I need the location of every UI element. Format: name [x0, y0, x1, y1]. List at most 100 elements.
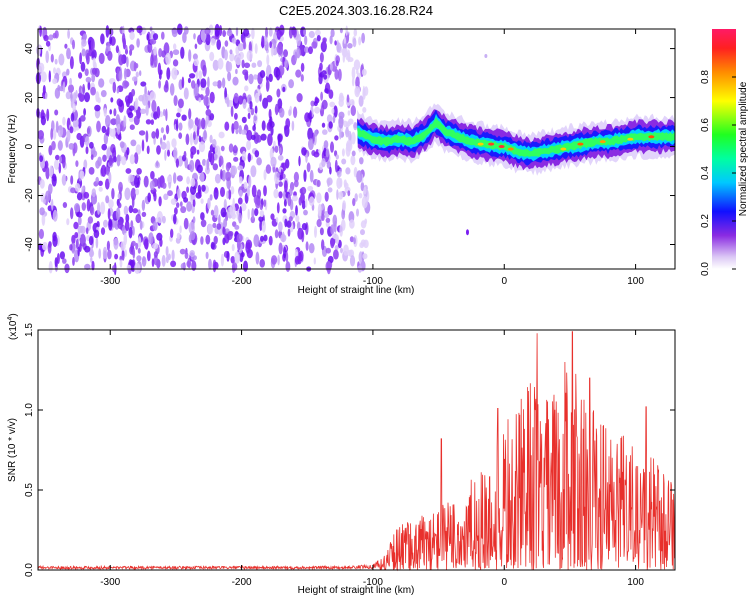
noise-blob [152, 242, 159, 250]
noise-blob [38, 228, 45, 240]
noise-blob [192, 53, 198, 60]
noise-blob [81, 202, 87, 211]
noise-blob [356, 170, 363, 183]
noise-blob [281, 231, 285, 243]
noise-blob [279, 107, 285, 118]
noise-blob [276, 88, 281, 98]
noise-blob [141, 211, 147, 217]
spectrogram-plot-frame [37, 28, 676, 270]
noise-blob [173, 213, 177, 225]
noise-blob [334, 159, 338, 173]
noise-blob [247, 208, 250, 220]
noise-blob [362, 107, 367, 113]
noise-blob [82, 33, 87, 41]
noise-blob [316, 192, 322, 204]
noise-blob [40, 71, 47, 83]
noise-blob [210, 241, 215, 250]
noise-blob [280, 168, 284, 178]
noise-blob [153, 46, 158, 56]
noise-blob [128, 105, 135, 111]
noise-blob [107, 208, 111, 220]
signal-band-green [357, 117, 675, 158]
noise-blob [167, 149, 170, 157]
noise-blob [178, 122, 183, 131]
noise-blob [72, 92, 77, 103]
noise-blob [303, 209, 308, 216]
noise-blob [314, 225, 317, 238]
noise-blob [124, 95, 131, 104]
noise-blob [155, 128, 160, 140]
noise-blob [227, 71, 232, 82]
noise-blob [342, 200, 347, 211]
noise-blob [200, 78, 207, 88]
noise-blob [132, 208, 139, 214]
noise-blob [364, 86, 369, 96]
noise-blob [324, 88, 329, 94]
signal-hotspot [599, 140, 606, 144]
noise-blob [91, 73, 96, 83]
noise-blob [213, 205, 219, 218]
noise-blob [283, 199, 287, 207]
noise-blob [193, 131, 196, 141]
noise-blob [160, 69, 163, 75]
noise-blob [240, 203, 247, 212]
noise-blob [136, 168, 142, 175]
noise-blob [360, 220, 367, 229]
noise-blob [259, 210, 265, 218]
noise-blob [308, 243, 315, 254]
noise-blob [279, 24, 285, 36]
noise-blob [131, 88, 136, 97]
noise-blob [308, 30, 315, 39]
noise-blob [183, 197, 189, 203]
spectrogram-x-tick-label: -200 [232, 276, 252, 287]
noise-blob [301, 147, 307, 156]
noise-blob [330, 224, 335, 236]
noise-blob [129, 44, 135, 51]
noise-blob [358, 193, 363, 199]
noise-blob [296, 33, 302, 47]
noise-blob [108, 154, 113, 167]
noise-blob [246, 129, 253, 141]
noise-blob [271, 255, 278, 265]
noise-blob [70, 207, 74, 220]
noise-blob [70, 175, 74, 185]
noise-blob [57, 84, 61, 92]
noise-blob [338, 191, 344, 200]
spectrogram-y-axis-label: Frequency (Hz) [7, 115, 18, 184]
noise-blob [245, 239, 253, 250]
noise-blob [51, 198, 54, 211]
noise-blob [230, 255, 236, 264]
noise-blob [152, 191, 156, 198]
noise-blob [212, 138, 217, 148]
noise-blob [325, 247, 331, 254]
noise-blob [356, 208, 359, 217]
signal-hotspot [648, 135, 655, 139]
noise-blob [347, 110, 351, 116]
noise-blob [235, 128, 239, 135]
noise-blob [291, 195, 298, 202]
noise-blob [352, 37, 357, 48]
noise-blob [212, 163, 218, 171]
noise-blob [248, 73, 254, 85]
noise-blob [361, 68, 367, 76]
noise-blob [259, 259, 266, 268]
noise-blob [55, 120, 59, 133]
noise-blob [283, 49, 288, 58]
noise-blob [341, 48, 348, 58]
noise-blob [277, 154, 284, 161]
noise-blob [126, 56, 129, 68]
noise-blob [121, 250, 125, 261]
noise-blob [278, 221, 283, 232]
noise-blob [87, 216, 94, 224]
noise-blob [137, 236, 142, 249]
noise-blob [80, 61, 86, 72]
spectrogram-x-tick-label: 0 [501, 276, 507, 287]
noise-blob [353, 237, 356, 245]
noise-blob [119, 141, 125, 149]
noise-blob [118, 70, 123, 81]
noise-blob [238, 176, 243, 184]
noise-blob [129, 174, 134, 183]
noise-blob [311, 41, 318, 49]
noise-blob [278, 242, 283, 255]
